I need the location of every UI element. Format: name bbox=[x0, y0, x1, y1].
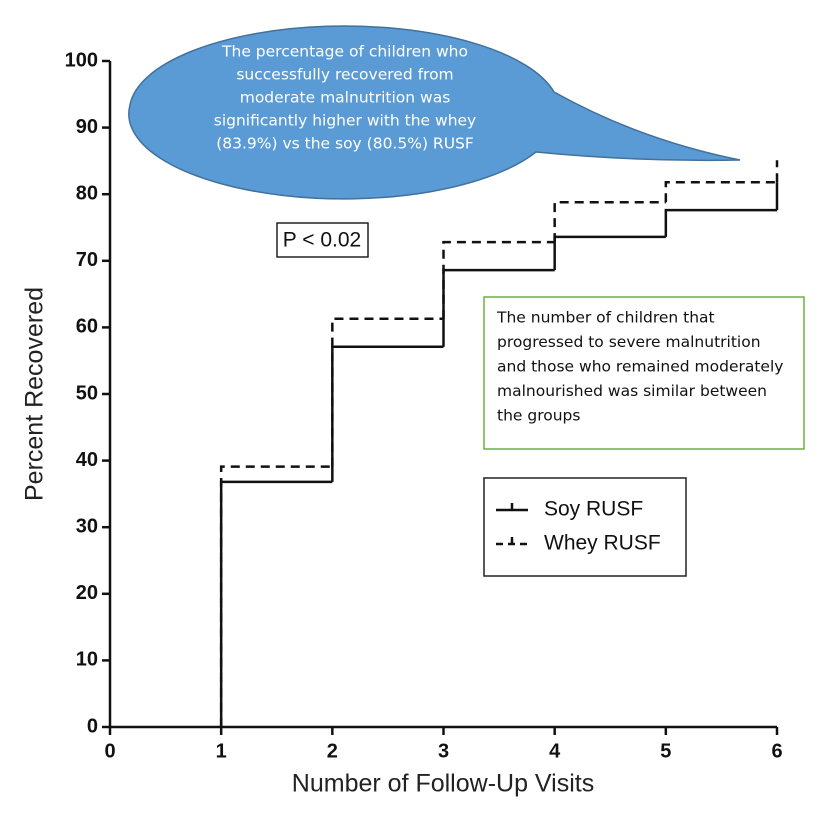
step-segment bbox=[331, 317, 444, 467]
x-tick-label: 6 bbox=[771, 740, 782, 762]
y-tick-label: 20 bbox=[76, 582, 98, 604]
step-segment bbox=[331, 345, 444, 482]
speech-bubble bbox=[128, 25, 741, 200]
y-tick-label: 80 bbox=[76, 182, 98, 204]
x-tick-label: 0 bbox=[104, 740, 115, 762]
box-text: the groups bbox=[497, 407, 580, 425]
x-tick-label: 4 bbox=[549, 740, 561, 762]
y-tick-label: 100 bbox=[65, 49, 98, 71]
bubble-text: moderate malnutrition was bbox=[240, 89, 451, 107]
x-tick-label: 1 bbox=[216, 740, 227, 762]
bubble-text: successfully recovered from bbox=[236, 66, 453, 84]
box-text: progressed to severe malnutrition bbox=[497, 333, 761, 351]
box-text: and those who remained moderately bbox=[497, 358, 783, 376]
p-value-box bbox=[276, 222, 369, 258]
step-segment bbox=[664, 208, 777, 237]
legend-label: Soy RUSF bbox=[544, 498, 643, 521]
step-segment bbox=[219, 465, 333, 727]
box-text: malnourished was similar between bbox=[497, 382, 767, 400]
legend-label: Whey RUSF bbox=[544, 532, 661, 555]
x-tick-label: 2 bbox=[327, 740, 338, 762]
x-tick-label: 3 bbox=[438, 740, 449, 762]
x-tick-label: 5 bbox=[660, 740, 671, 762]
bubble-text: The percentage of children who bbox=[221, 43, 468, 61]
y-tick-label: 30 bbox=[76, 515, 98, 537]
y-axis-title: Percent Recovered bbox=[21, 287, 49, 501]
y-tick-label: 50 bbox=[76, 382, 98, 404]
y-tick-label: 70 bbox=[76, 249, 98, 271]
p-value: P < 0.02 bbox=[283, 229, 361, 252]
annotation-box bbox=[483, 296, 805, 450]
legend bbox=[483, 477, 687, 577]
step-segment bbox=[664, 180, 777, 203]
bubble-text: (83.9%) vs the soy (80.5%) RUSF bbox=[216, 135, 474, 153]
y-tick-label: 90 bbox=[76, 116, 98, 138]
y-tick-label: 40 bbox=[76, 449, 98, 471]
bubble-text: significantly higher with the whey bbox=[214, 112, 476, 130]
y-tick-label: 10 bbox=[76, 649, 98, 671]
step-segment bbox=[442, 240, 555, 319]
box-text: The number of children that bbox=[496, 309, 715, 327]
y-tick-label: 60 bbox=[76, 316, 98, 338]
y-tick-label: 0 bbox=[87, 715, 98, 737]
x-axis-title: Number of Follow-Up Visits bbox=[292, 770, 594, 798]
